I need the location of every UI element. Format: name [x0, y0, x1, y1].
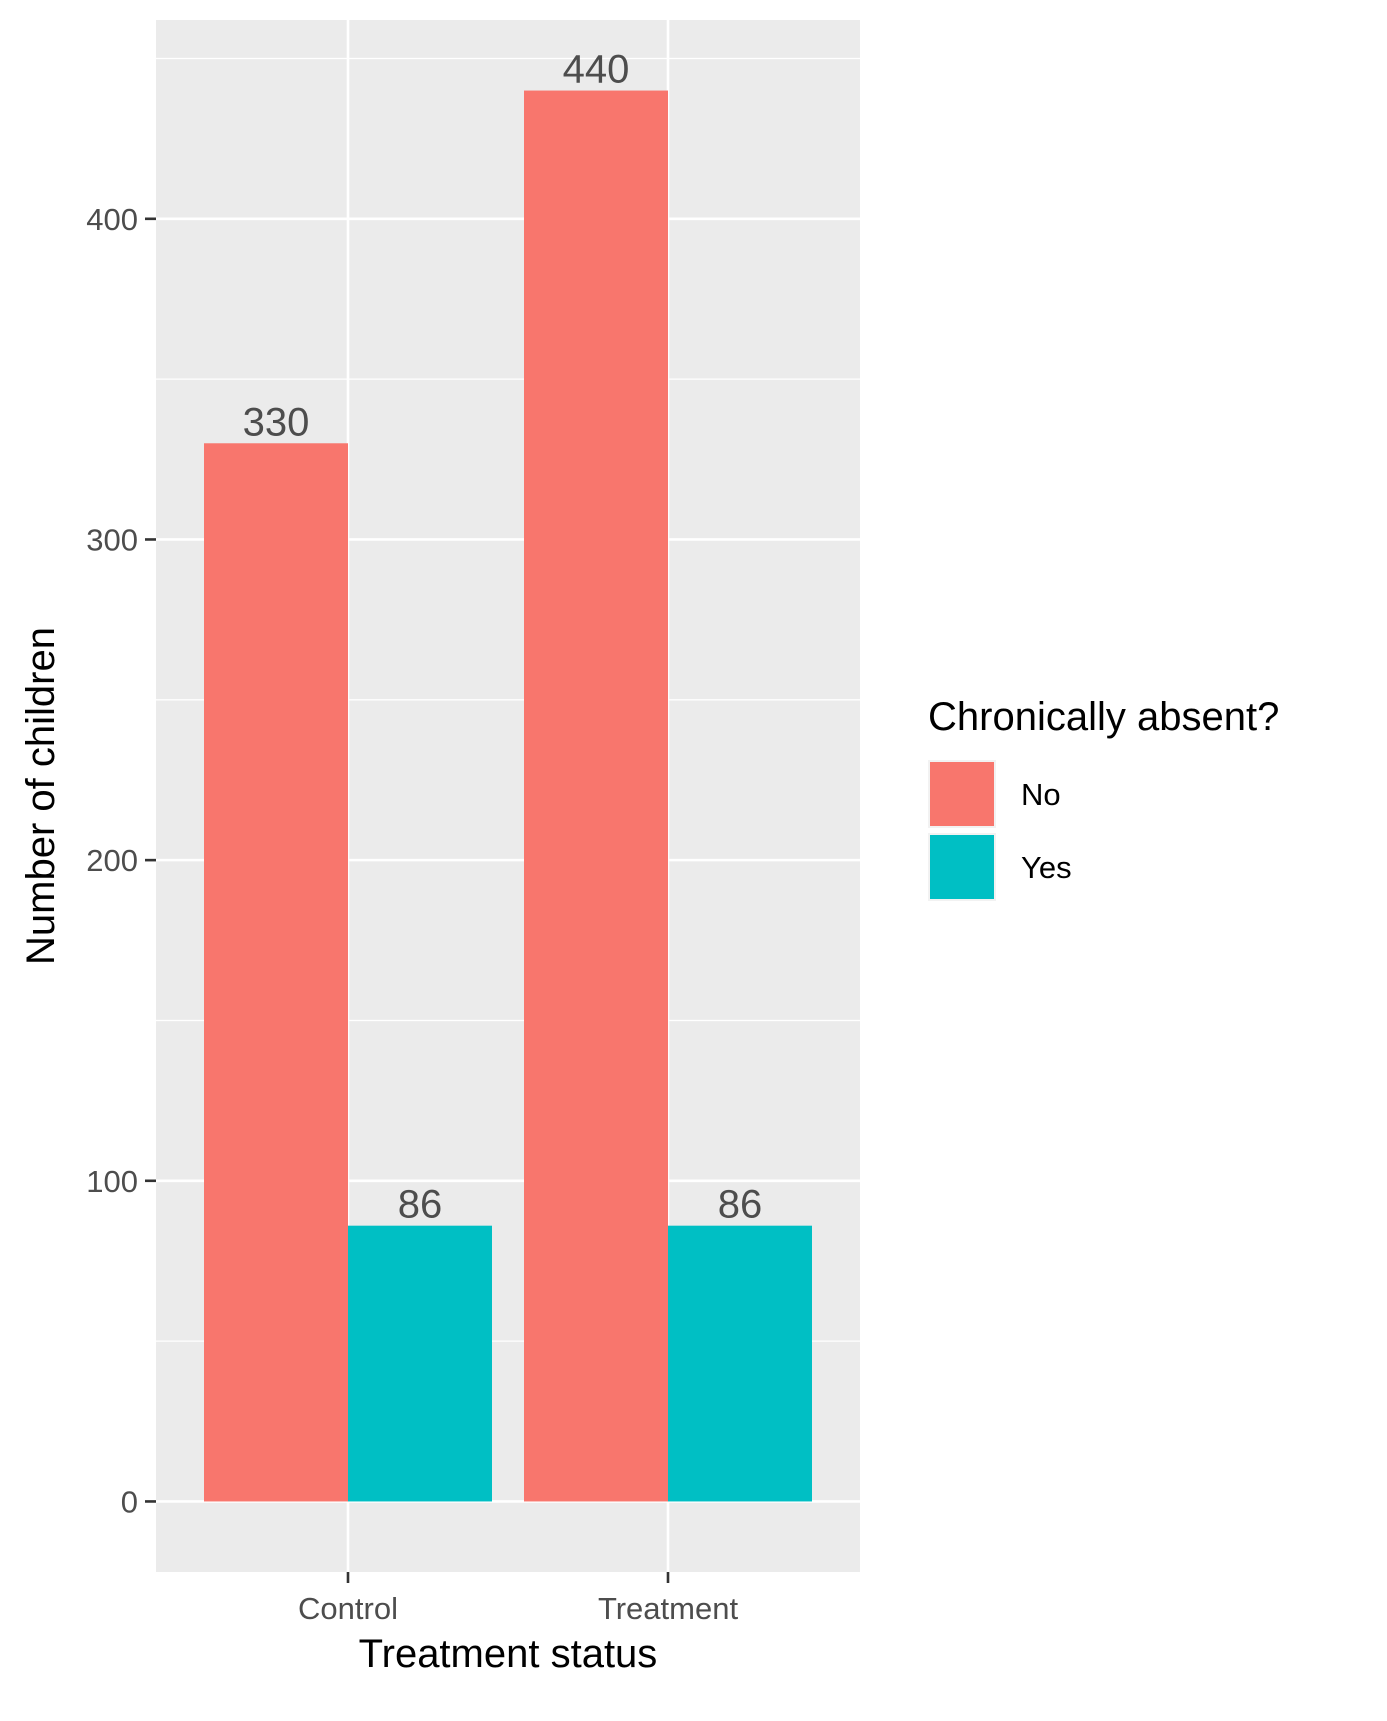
- y-axis-title: Number of children: [19, 627, 63, 965]
- y-tick-label: 200: [86, 843, 138, 878]
- bar-no-treatment: [524, 90, 668, 1502]
- x-tick-label: Control: [298, 1591, 398, 1626]
- data-label: 86: [718, 1183, 763, 1227]
- bar-no-control: [204, 443, 348, 1502]
- y-tick-label: 300: [86, 522, 138, 557]
- legend-label: Yes: [1021, 850, 1072, 885]
- x-axis-title: Treatment status: [359, 1632, 658, 1676]
- bar-yes-control: [348, 1225, 492, 1502]
- x-tick-label: Treatment: [598, 1591, 739, 1626]
- bar-yes-treatment: [668, 1225, 812, 1502]
- legend-swatch-no: [930, 762, 994, 826]
- legend: Chronically absent? No Yes: [928, 695, 1279, 901]
- data-label: 440: [563, 48, 630, 92]
- axes: 0 100 200 300 400 Control Treatment: [86, 202, 738, 1626]
- legend-swatch-yes: [930, 835, 994, 899]
- legend-label: No: [1021, 777, 1061, 812]
- bar-group: [204, 90, 812, 1502]
- data-label-group: 330 440 86 86: [243, 48, 763, 1227]
- y-tick-label: 400: [86, 202, 138, 237]
- y-tick-label: 100: [86, 1164, 138, 1199]
- data-label: 86: [398, 1183, 443, 1227]
- data-label: 330: [243, 400, 310, 444]
- y-tick-label: 0: [121, 1484, 138, 1519]
- legend-title: Chronically absent?: [928, 695, 1279, 739]
